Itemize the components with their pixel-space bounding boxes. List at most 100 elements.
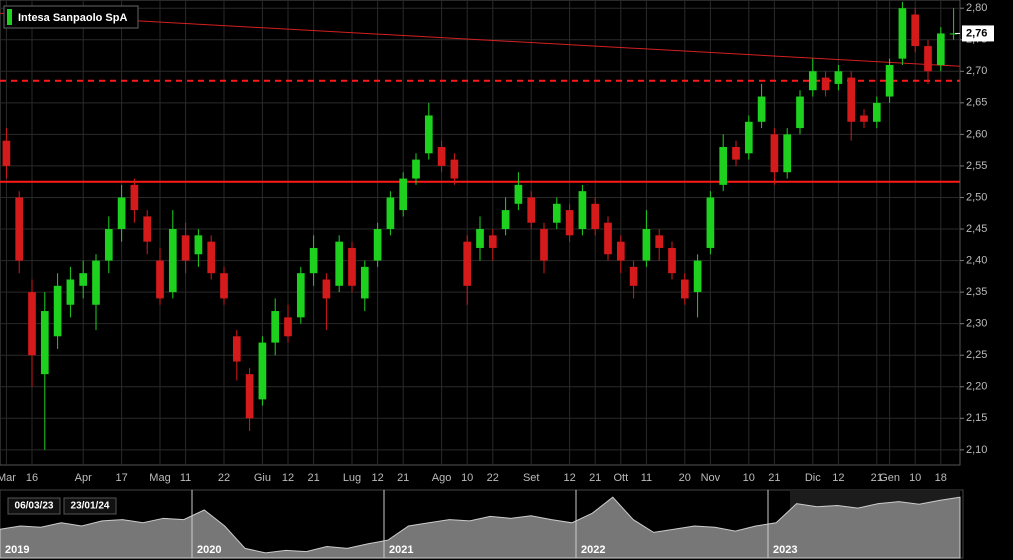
candle-body bbox=[885, 64, 894, 97]
y-tick-label: 2,15 bbox=[966, 412, 987, 424]
candle-body bbox=[284, 317, 292, 337]
x-tick-label: Mar bbox=[0, 472, 16, 484]
candle-body bbox=[28, 292, 36, 356]
candle-body bbox=[15, 197, 24, 261]
candle-body bbox=[770, 134, 779, 173]
x-tick-label: Dic bbox=[805, 472, 821, 484]
candle-body bbox=[629, 266, 638, 286]
candle-body bbox=[821, 77, 830, 91]
y-tick-label: 2,30 bbox=[966, 318, 987, 330]
x-tick-label: 10 bbox=[743, 472, 755, 484]
x-tick-label: 12 bbox=[282, 472, 294, 484]
candle-body bbox=[872, 102, 881, 122]
candle-body bbox=[309, 247, 318, 274]
candle-body bbox=[194, 235, 203, 255]
x-tick-label: 17 bbox=[115, 472, 127, 484]
year-label: 2023 bbox=[773, 544, 797, 556]
candle-body bbox=[424, 115, 433, 154]
y-tick-label: 2,50 bbox=[966, 191, 987, 203]
candle-body bbox=[783, 134, 792, 173]
candle-body bbox=[898, 8, 907, 59]
range-label: 06/03/23 bbox=[15, 501, 54, 512]
candle-body bbox=[514, 184, 523, 204]
candle-body bbox=[437, 147, 446, 166]
candle-body bbox=[924, 46, 932, 72]
x-tick-label: Ago bbox=[432, 472, 452, 484]
candle-body bbox=[706, 197, 715, 248]
y-tick-label: 2,20 bbox=[966, 381, 987, 393]
range-label: 23/01/24 bbox=[71, 501, 110, 512]
candle-body bbox=[348, 247, 356, 286]
candle-body bbox=[847, 77, 856, 122]
candle-body bbox=[540, 229, 548, 261]
candle-body bbox=[232, 336, 241, 362]
candle-body bbox=[949, 33, 958, 35]
candle-body bbox=[92, 260, 100, 305]
x-tick-label: Ott bbox=[613, 472, 628, 484]
candle-body bbox=[245, 374, 254, 419]
candle-body bbox=[680, 279, 689, 299]
candle-body bbox=[591, 203, 600, 230]
candle-body bbox=[604, 222, 612, 255]
candle-body bbox=[296, 273, 305, 318]
candle-body bbox=[181, 235, 190, 261]
candle-body bbox=[66, 279, 75, 305]
candle-body bbox=[79, 273, 88, 286]
candle-body bbox=[616, 241, 625, 261]
candle-body bbox=[2, 140, 11, 166]
candle-body bbox=[744, 121, 753, 154]
candle-body bbox=[463, 241, 472, 286]
candle-body bbox=[207, 241, 216, 274]
x-tick-label: 10 bbox=[909, 472, 921, 484]
x-tick-label: 12 bbox=[832, 472, 844, 484]
x-tick-label: 21 bbox=[768, 472, 780, 484]
candle-body bbox=[834, 71, 843, 84]
year-label: 2019 bbox=[5, 544, 29, 556]
x-tick-label: 20 bbox=[679, 472, 691, 484]
year-label: 2021 bbox=[389, 544, 413, 556]
range-box bbox=[63, 497, 117, 515]
candle-body bbox=[386, 197, 395, 230]
candle-body bbox=[476, 229, 484, 248]
candle-body bbox=[53, 285, 62, 337]
x-tick-label: 21 bbox=[589, 472, 601, 484]
candle-body bbox=[117, 197, 126, 230]
y-tick-label: 2,60 bbox=[966, 128, 987, 140]
y-tick-label: 2,80 bbox=[966, 2, 987, 14]
year-label: 2020 bbox=[197, 544, 221, 556]
x-tick-label: 21 bbox=[307, 472, 319, 484]
candle-body bbox=[373, 229, 382, 261]
y-tick-label: 2,10 bbox=[966, 444, 987, 456]
candle-body bbox=[860, 115, 868, 122]
x-tick-label: Mag bbox=[149, 472, 170, 484]
x-tick-label: 12 bbox=[563, 472, 575, 484]
x-tick-label: Giu bbox=[254, 472, 271, 484]
candle-body bbox=[565, 210, 574, 236]
candle-body bbox=[693, 260, 702, 293]
candle-body bbox=[552, 203, 561, 223]
x-tick-label: 16 bbox=[26, 472, 38, 484]
x-tick-label: 18 bbox=[935, 472, 947, 484]
x-tick-label: 12 bbox=[371, 472, 383, 484]
y-tick-label: 2,70 bbox=[966, 65, 987, 77]
candle-body bbox=[412, 159, 420, 179]
candle-body bbox=[335, 241, 344, 286]
candle-body bbox=[220, 273, 228, 299]
candle-body bbox=[808, 71, 817, 91]
candle-body bbox=[642, 229, 651, 261]
candle-body bbox=[399, 178, 408, 211]
trend-line bbox=[0, 12, 961, 67]
x-tick-label: Apr bbox=[75, 472, 92, 484]
range-box bbox=[7, 497, 61, 515]
candle-body bbox=[501, 210, 510, 230]
x-tick-label: 11 bbox=[180, 472, 191, 484]
chart-title: Intesa Sanpaolo SpA bbox=[18, 12, 127, 24]
candle-body bbox=[258, 342, 267, 400]
candle-body bbox=[130, 184, 139, 211]
x-tick-label: 22 bbox=[218, 472, 230, 484]
candle-body bbox=[936, 33, 945, 65]
candle-body bbox=[143, 216, 152, 242]
candle-body bbox=[488, 235, 497, 248]
y-tick-label: 2,55 bbox=[966, 160, 987, 172]
x-tick-label: 21 bbox=[871, 472, 883, 484]
